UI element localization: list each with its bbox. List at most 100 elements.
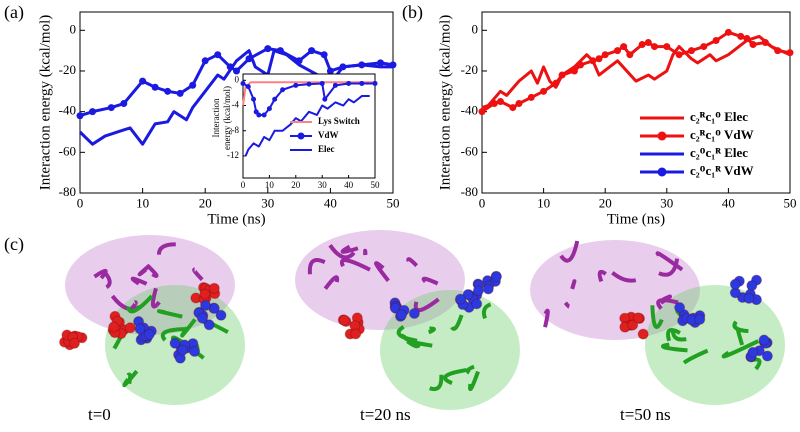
green-ribbon — [126, 294, 154, 314]
caption: t=20 ns — [360, 405, 411, 424]
legend-marker — [297, 132, 305, 140]
green-ribbon — [429, 374, 444, 392]
purple-ribbon — [421, 276, 439, 286]
y-tick-label: -80 — [461, 184, 478, 199]
series-point — [724, 28, 732, 36]
blue-atom — [143, 328, 155, 340]
series-point — [256, 112, 262, 118]
legend-label: c₂ᴿc₁ᴼ Elec — [690, 109, 748, 124]
series-point — [389, 61, 397, 69]
blue-atom — [215, 309, 227, 321]
x-tick-label: 50 — [387, 196, 400, 211]
legend-label: c₂ᴼc₁ᴿ VdW — [690, 163, 754, 178]
x-tick-label: 10 — [537, 196, 550, 211]
series-point — [339, 63, 347, 71]
x-tick-label: 30 — [318, 180, 328, 190]
series-point — [295, 57, 303, 65]
purple-ribbon — [597, 269, 607, 283]
panel-label: (b) — [402, 2, 423, 23]
x-tick-label: 30 — [660, 196, 673, 211]
series-point — [346, 80, 352, 86]
series-point — [620, 43, 628, 51]
legend-label: Lys Switch — [318, 116, 360, 126]
blue-atom — [694, 313, 706, 325]
y-tick-label: -8 — [232, 125, 240, 135]
red-atom — [108, 321, 120, 333]
x-tick-label: 10 — [136, 196, 149, 211]
legend-marker — [657, 131, 667, 141]
series-point — [251, 96, 257, 102]
red-atom — [350, 328, 362, 340]
blue-atom — [758, 334, 770, 346]
y-tick-label: -60 — [59, 143, 76, 158]
series-point — [663, 43, 671, 51]
red-atom — [637, 328, 649, 340]
series-point — [139, 77, 147, 85]
purple-ribbon — [146, 264, 159, 278]
series-point — [595, 55, 603, 63]
purple-ribbon — [307, 258, 326, 275]
series-point — [774, 47, 782, 55]
series-point — [358, 61, 366, 69]
y-axis-label: Interaction — [211, 98, 221, 137]
green-ribbon — [661, 342, 688, 353]
purple-ribbon — [570, 279, 577, 290]
purple-ribbon — [150, 287, 161, 309]
series-point — [201, 57, 209, 65]
red-atom — [338, 314, 350, 326]
green-ribbon — [468, 370, 480, 392]
purple-ribbon — [339, 258, 371, 272]
series-point — [589, 57, 597, 65]
series-point — [558, 71, 566, 79]
x-tick-label: 0 — [241, 180, 246, 190]
blue-atom — [729, 278, 741, 290]
green-ribbon — [450, 314, 464, 331]
y-tick-label: 0 — [235, 74, 240, 84]
green-ribbon — [721, 339, 760, 359]
y-tick-label: -4 — [232, 100, 240, 110]
green-ribbon — [180, 318, 197, 338]
series-point — [515, 100, 523, 108]
series-point — [240, 80, 246, 86]
purple-ribbon — [656, 298, 679, 310]
blue-atom — [396, 309, 408, 321]
x-tick-label: 40 — [324, 196, 337, 211]
series-point — [749, 41, 757, 49]
series-point — [164, 87, 172, 95]
y-tick-label: -20 — [461, 62, 478, 77]
purple-ribbon — [104, 272, 112, 290]
legend-marker — [657, 167, 667, 177]
series-point — [320, 51, 328, 59]
series-point — [712, 36, 720, 44]
green-surface — [380, 290, 520, 410]
series-point — [626, 51, 634, 59]
x-axis-label: Time (ns) — [607, 211, 665, 227]
blue-atom — [743, 292, 755, 304]
x-tick-label: 10 — [265, 180, 275, 190]
series-point — [372, 80, 378, 86]
series-point — [322, 96, 328, 102]
series-point — [496, 97, 504, 105]
series-point — [700, 43, 708, 51]
blue-atom — [177, 344, 189, 356]
legend-label: Elec — [318, 144, 335, 154]
series-point — [644, 39, 652, 47]
y-axis-label: energy (kcal/mol) — [222, 86, 232, 150]
series-point — [490, 100, 498, 108]
series-point — [614, 47, 622, 55]
series-point — [478, 108, 486, 116]
series-line — [481, 34, 791, 110]
series-point — [552, 79, 560, 87]
blue-atom — [674, 301, 686, 313]
purple-ribbon — [406, 257, 419, 268]
legend-label: c₂ᴼc₁ᴿ Elec — [690, 145, 748, 160]
x-tick-label: 0 — [479, 196, 486, 211]
purple-ribbon — [192, 267, 204, 282]
purple-ribbon — [130, 276, 148, 286]
y-tick-label: 0 — [472, 21, 479, 36]
series-point — [261, 112, 267, 118]
red-atom — [124, 322, 136, 334]
x-tick-label: 40 — [344, 180, 354, 190]
purple-surface — [65, 235, 235, 335]
